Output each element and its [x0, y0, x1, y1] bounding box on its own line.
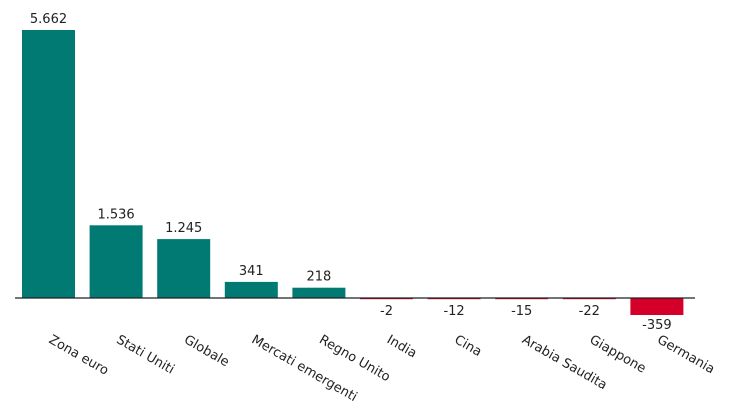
value-label-8: -22: [579, 304, 600, 319]
value-label-3: 341: [239, 264, 264, 279]
value-label-2: 1.245: [165, 221, 202, 236]
value-label-9: -359: [642, 318, 672, 333]
value-label-4: 218: [306, 270, 331, 285]
value-labels-layer: 5.662 1.536 1.245 341 218 -2 -12 -15 -22 -359: [30, 12, 672, 333]
category-labels-layer: Zona euro Stati Uniti Globale Mercati emerg…: [46, 332, 717, 405]
value-label-7: -15: [511, 304, 532, 319]
bar-0: [22, 30, 75, 298]
value-label-0: 5.662: [30, 12, 67, 27]
bar-2: [157, 239, 211, 298]
category-label-5: India: [384, 332, 419, 361]
category-label-0: Zona euro: [46, 332, 111, 378]
category-label-9: Germania: [654, 332, 717, 377]
bar-1: [89, 225, 143, 298]
bar-4: [292, 287, 346, 298]
value-label-1: 1.536: [97, 207, 134, 222]
bar-9: [630, 298, 684, 315]
category-label-2: Globale: [181, 332, 231, 370]
category-label-8: Giappone: [587, 332, 649, 376]
value-label-6: -12: [443, 304, 464, 319]
category-label-1: Stati Uniti: [114, 332, 177, 377]
value-label-5: -2: [380, 304, 393, 319]
category-label-6: Cina: [452, 332, 485, 359]
bar-3: [224, 281, 278, 298]
bars-layer: [22, 30, 684, 315]
